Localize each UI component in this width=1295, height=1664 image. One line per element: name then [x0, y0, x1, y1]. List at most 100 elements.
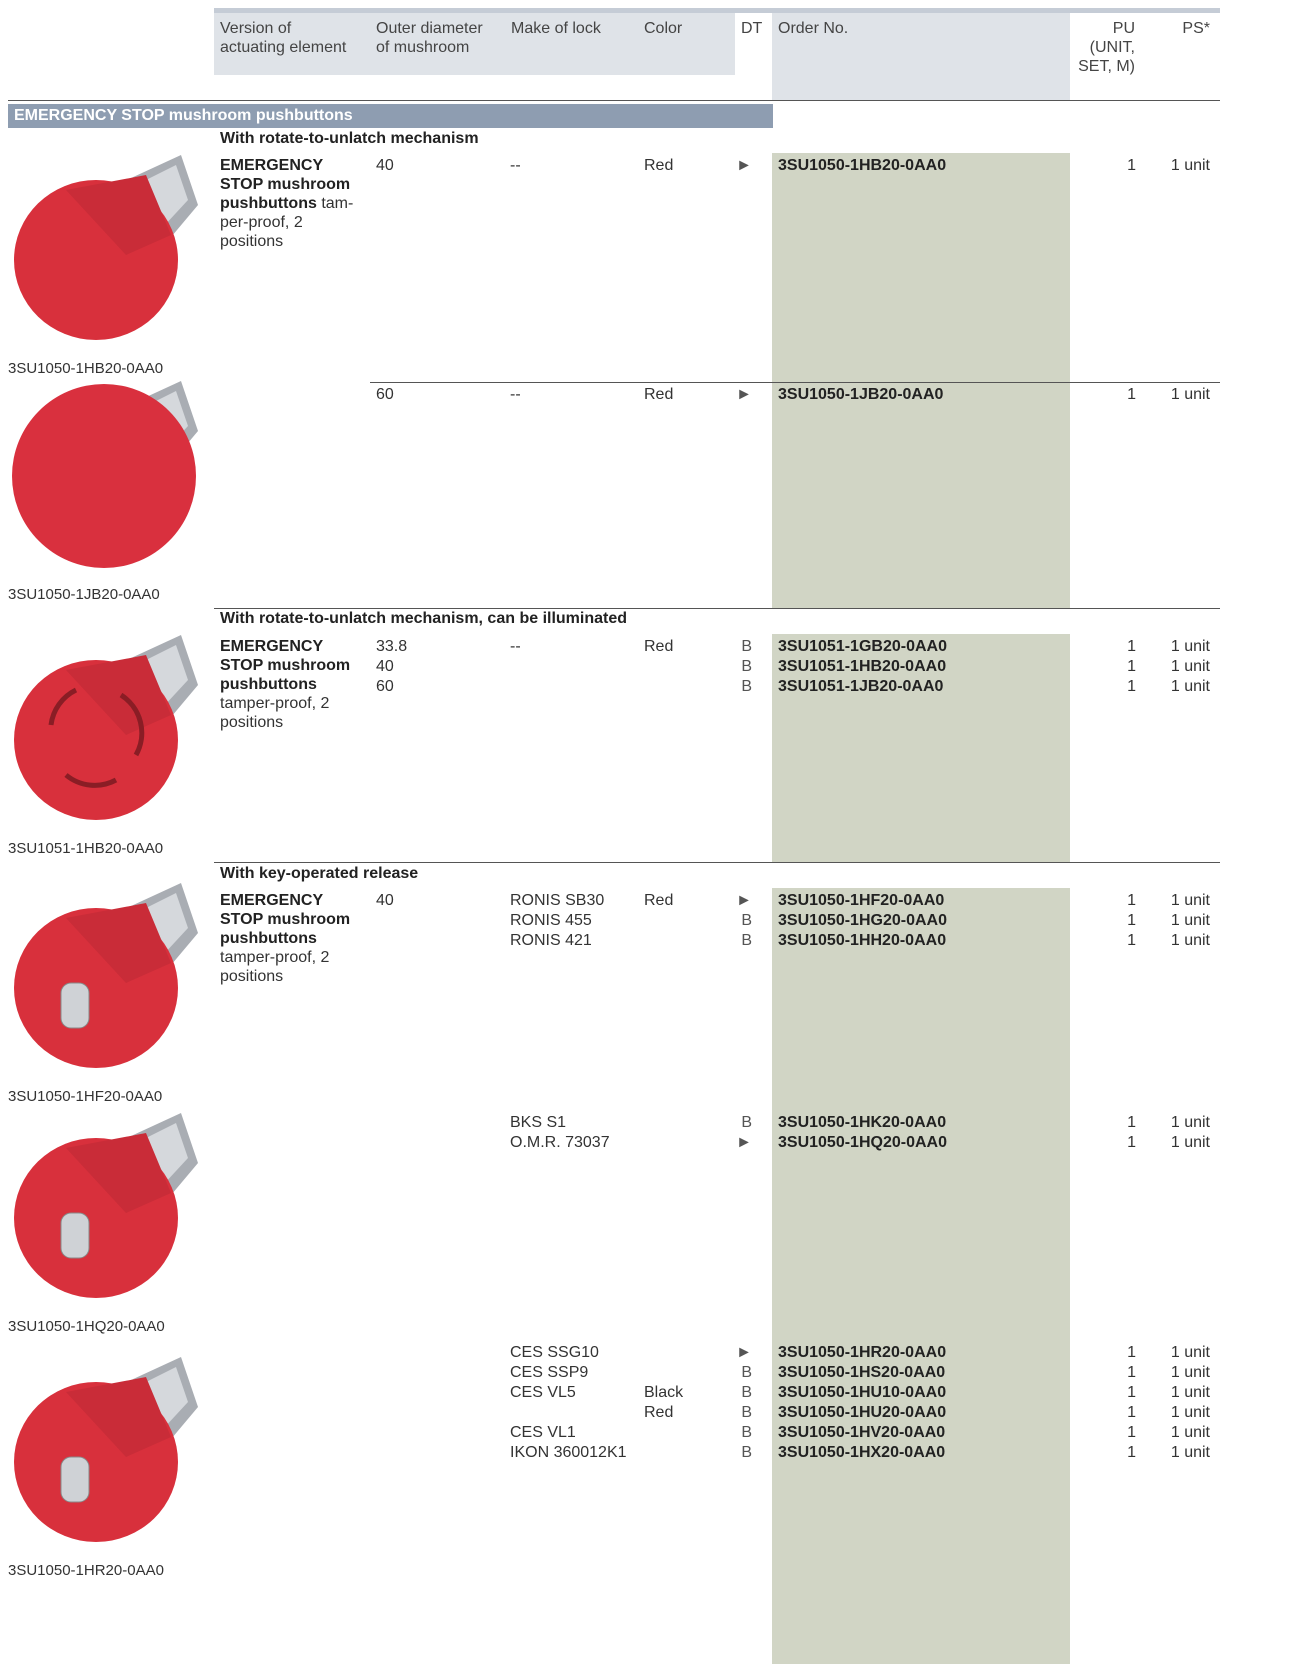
- ps: 1 unit: [1170, 658, 1210, 675]
- description-bold: EMERGENCY STOP mushroom pushbuttons: [220, 638, 351, 693]
- order-background: [772, 153, 1070, 382]
- order: 3SU1050-1HU10-0AA0: [778, 1384, 947, 1401]
- ps: 1 unit: [1170, 932, 1210, 949]
- pu: 1: [1127, 638, 1136, 655]
- dt: B: [741, 1364, 752, 1381]
- lock: RONIS SB30: [510, 892, 605, 909]
- pu: 1: [1127, 932, 1136, 949]
- header-rule: [8, 100, 1220, 101]
- header-stripe: [214, 8, 1220, 13]
- dt: B: [741, 1444, 752, 1461]
- pu: 1: [1127, 1384, 1136, 1401]
- lock: CES SSG10: [510, 1344, 599, 1361]
- product-image: [12, 381, 198, 568]
- description-text: tamper-proof, 2 positions: [220, 695, 330, 731]
- dt: ►: [736, 1344, 752, 1361]
- dt: B: [741, 658, 752, 675]
- pu: 1: [1127, 1424, 1136, 1441]
- image-caption: 3SU1051-1HB20-0AA0: [8, 840, 164, 857]
- color: Red: [644, 386, 674, 403]
- pu: 1: [1127, 912, 1136, 929]
- pu: 1: [1127, 157, 1136, 174]
- order: 3SU1050-1HR20-0AA0: [778, 1344, 947, 1361]
- product-image: [14, 1113, 198, 1298]
- ps: 1 unit: [1170, 1424, 1210, 1441]
- ps: 1 unit: [1170, 678, 1210, 695]
- pu: 1: [1127, 892, 1136, 909]
- group-title: With rotate-to-unlatch mechanism, can be…: [220, 610, 628, 627]
- column-header: PU (UNIT, SET, M): [1070, 13, 1145, 75]
- description: EMERGENCY STOP mushroom pushbuttons tamp…: [220, 891, 370, 986]
- section-bar: EMERGENCY STOP mushroom pushbuttons: [8, 104, 773, 128]
- ps: 1 unit: [1170, 892, 1210, 909]
- diameter: 60: [376, 678, 394, 695]
- group-title: With rotate-to-unlatch mechanism: [220, 130, 479, 147]
- ps: 1 unit: [1170, 1384, 1210, 1401]
- order: 3SU1050-1HF20-0AA0: [778, 892, 945, 909]
- order: 3SU1050-1HU20-0AA0: [778, 1404, 947, 1421]
- description: EMERGENCY STOP mushroom pushbuttons tam-…: [220, 156, 370, 251]
- diameter: 33.8: [376, 638, 408, 655]
- diameter: 40: [376, 658, 394, 675]
- description: EMERGENCY STOP mushroom pushbuttons tamp…: [220, 637, 370, 732]
- dt: ►: [736, 386, 752, 403]
- group-title: With key-operated release: [220, 865, 419, 882]
- product-image: [14, 635, 198, 820]
- order: 3SU1051-1GB20-0AA0: [778, 638, 947, 655]
- description-bold: EMERGENCY STOP mushroom pushbuttons: [220, 892, 351, 947]
- product-image: [14, 883, 198, 1068]
- lock: --: [510, 638, 521, 655]
- order: 3SU1051-1JB20-0AA0: [778, 678, 944, 695]
- product-image: [14, 1357, 198, 1542]
- dt: ►: [736, 892, 752, 909]
- order: 3SU1050-1HX20-0AA0: [778, 1444, 946, 1461]
- lock: IKON 360012K1: [510, 1444, 627, 1461]
- ps: 1 unit: [1170, 157, 1210, 174]
- product-image: [14, 155, 198, 340]
- group-rule: [214, 608, 1220, 609]
- diameter: 40: [376, 157, 394, 174]
- dt: B: [741, 1424, 752, 1441]
- diameter: 60: [376, 386, 394, 403]
- image-caption: 3SU1050-1HF20-0AA0: [8, 1088, 163, 1105]
- color: Red: [644, 892, 674, 909]
- ps: 1 unit: [1170, 1364, 1210, 1381]
- order: 3SU1050-1HH20-0AA0: [778, 932, 947, 949]
- lock: BKS S1: [510, 1114, 567, 1131]
- ps: 1 unit: [1170, 912, 1210, 929]
- pu: 1: [1127, 1114, 1136, 1131]
- lock: RONIS 421: [510, 932, 592, 949]
- dt: B: [741, 678, 752, 695]
- order: 3SU1050-1HV20-0AA0: [778, 1424, 946, 1441]
- dt: ►: [736, 157, 752, 174]
- diameter: 40: [376, 892, 394, 909]
- column-header: DT: [735, 13, 772, 75]
- column-header: Order No.: [772, 13, 1070, 100]
- dt: B: [741, 638, 752, 655]
- color: Red: [644, 1404, 674, 1421]
- column-header: Outer diameter of mushroom: [370, 13, 505, 75]
- order: 3SU1050-1HS20-0AA0: [778, 1364, 946, 1381]
- order-background: [772, 1110, 1070, 1340]
- order-background: [772, 382, 1070, 608]
- pu: 1: [1127, 658, 1136, 675]
- pu: 1: [1127, 678, 1136, 695]
- pu: 1: [1127, 1364, 1136, 1381]
- column-header: Make of lock: [505, 13, 638, 75]
- lock: O.M.R. 73037: [510, 1134, 610, 1151]
- color: Red: [644, 157, 674, 174]
- order: 3SU1050-1HK20-0AA0: [778, 1114, 947, 1131]
- dt: B: [741, 1384, 752, 1401]
- image-caption: 3SU1050-1JB20-0AA0: [8, 586, 160, 603]
- order-background: [772, 888, 1070, 1110]
- color: Black: [644, 1384, 684, 1401]
- image-caption: 3SU1050-1HQ20-0AA0: [8, 1318, 165, 1335]
- order: 3SU1051-1HB20-0AA0: [778, 658, 947, 675]
- ps: 1 unit: [1170, 1444, 1210, 1461]
- ps: 1 unit: [1170, 386, 1210, 403]
- pu: 1: [1127, 386, 1136, 403]
- group-rule: [214, 862, 1220, 863]
- image-caption: 3SU1050-1HR20-0AA0: [8, 1562, 164, 1579]
- order: 3SU1050-1JB20-0AA0: [778, 386, 944, 403]
